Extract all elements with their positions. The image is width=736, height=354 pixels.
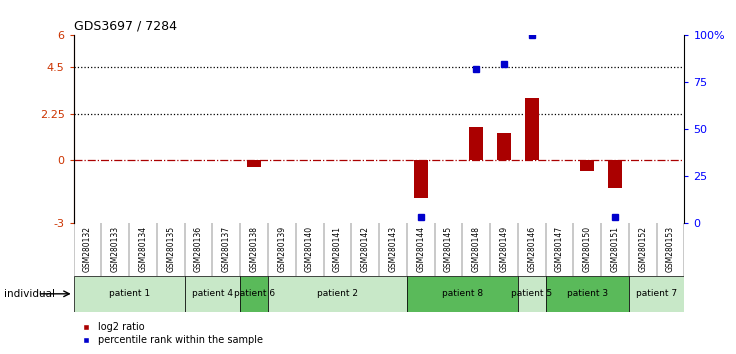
Text: GDS3697 / 7284: GDS3697 / 7284 xyxy=(74,20,177,33)
Text: GSM280149: GSM280149 xyxy=(500,226,509,272)
Bar xyxy=(470,127,483,160)
Text: GSM280147: GSM280147 xyxy=(555,226,564,272)
Bar xyxy=(414,160,428,198)
Text: GSM280152: GSM280152 xyxy=(638,226,648,272)
Legend: log2 ratio, percentile rank within the sample: log2 ratio, percentile rank within the s… xyxy=(79,319,266,349)
Text: GSM280136: GSM280136 xyxy=(194,226,203,272)
Text: GSM280150: GSM280150 xyxy=(583,226,592,272)
Text: patient 6: patient 6 xyxy=(233,289,275,298)
Bar xyxy=(247,160,261,167)
Text: patient 1: patient 1 xyxy=(109,289,149,298)
Text: patient 2: patient 2 xyxy=(317,289,358,298)
Text: GSM280132: GSM280132 xyxy=(83,226,92,272)
Text: GSM280137: GSM280137 xyxy=(222,226,231,272)
FancyBboxPatch shape xyxy=(629,276,684,312)
Text: GSM280141: GSM280141 xyxy=(333,226,342,272)
Text: GSM280146: GSM280146 xyxy=(527,226,537,272)
Text: GSM280142: GSM280142 xyxy=(361,226,369,272)
Text: GSM280135: GSM280135 xyxy=(166,226,175,272)
Text: GSM280138: GSM280138 xyxy=(250,226,258,272)
Text: GSM280153: GSM280153 xyxy=(666,226,675,272)
Bar xyxy=(525,98,539,160)
Text: GSM280140: GSM280140 xyxy=(305,226,314,272)
Text: patient 3: patient 3 xyxy=(567,289,608,298)
FancyBboxPatch shape xyxy=(518,276,545,312)
FancyBboxPatch shape xyxy=(240,276,268,312)
Bar xyxy=(497,133,511,160)
Text: GSM280139: GSM280139 xyxy=(277,226,286,272)
FancyBboxPatch shape xyxy=(407,276,518,312)
Bar xyxy=(581,160,594,171)
Text: GSM280134: GSM280134 xyxy=(138,226,147,272)
FancyBboxPatch shape xyxy=(545,276,629,312)
Text: GSM280148: GSM280148 xyxy=(472,226,481,272)
Text: GSM280133: GSM280133 xyxy=(110,226,120,272)
Text: GSM280151: GSM280151 xyxy=(611,226,620,272)
Text: GSM280145: GSM280145 xyxy=(444,226,453,272)
FancyBboxPatch shape xyxy=(268,276,407,312)
Text: GSM280144: GSM280144 xyxy=(416,226,425,272)
FancyBboxPatch shape xyxy=(74,276,185,312)
Text: patient 4: patient 4 xyxy=(192,289,233,298)
Text: patient 7: patient 7 xyxy=(636,289,677,298)
Text: GSM280143: GSM280143 xyxy=(389,226,397,272)
Bar xyxy=(608,160,622,188)
Text: patient 8: patient 8 xyxy=(442,289,483,298)
Text: patient 5: patient 5 xyxy=(512,289,552,298)
Text: individual: individual xyxy=(4,289,54,299)
FancyBboxPatch shape xyxy=(185,276,240,312)
